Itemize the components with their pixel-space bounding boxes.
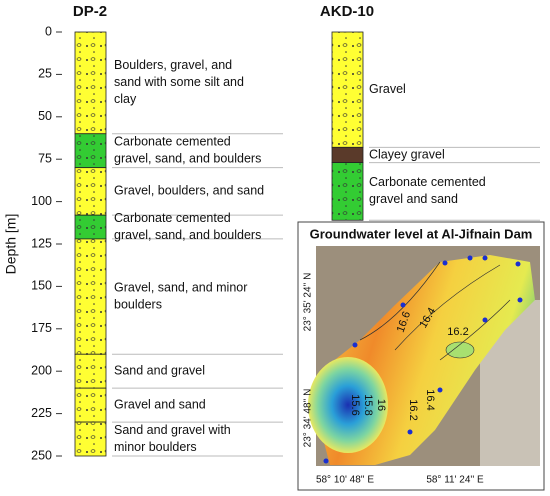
lon-label: 58° 10' 48'' E (316, 475, 374, 486)
map-title: Groundwater level at Al-Jifnain Dam (310, 226, 533, 241)
well (517, 297, 523, 303)
low-zone (308, 357, 388, 453)
layer-label: Sand and gravel with (114, 423, 231, 437)
layer-label: minor boulders (114, 440, 197, 454)
layer-texture (75, 238, 106, 355)
well (467, 255, 473, 261)
well (400, 302, 406, 308)
layer-label: Carbonate cemented (369, 175, 486, 189)
well (323, 458, 329, 464)
layer-label: gravel and sand (369, 192, 458, 206)
y-tick-label: 150 (31, 279, 52, 293)
layer-label: gravel, sand, and boulders (114, 228, 261, 242)
lat-label: 23° 34' 48'' N (303, 389, 314, 448)
lat-label: 23° 35' 24'' N (303, 273, 314, 332)
contour-label: 15.8 (362, 394, 374, 415)
akd10-title: AKD-10 (320, 3, 374, 20)
layer (331, 146, 364, 163)
layer-label: Gravel, boulders, and sand (114, 184, 264, 198)
y-tick-label: 75 (38, 151, 52, 165)
contour-label: 16 (375, 399, 387, 411)
layer-texture (75, 32, 106, 134)
layer-texture (75, 215, 106, 239)
well (352, 342, 358, 348)
layer-label: gravel, sand, and boulders (114, 152, 261, 166)
contour (359, 261, 511, 361)
well (482, 317, 488, 323)
layer-label: Gravel and sand (114, 397, 206, 411)
well (515, 261, 521, 267)
layer-label: Clayey gravel (369, 147, 445, 161)
well (482, 255, 488, 261)
layer-label: Boulders, gravel, and (114, 58, 232, 72)
layer-texture (75, 133, 106, 168)
contour-label: 16.2 (447, 326, 468, 338)
layer-label: Carbonate cemented (114, 211, 231, 225)
dp2-title: DP-2 (73, 3, 107, 20)
well (407, 429, 413, 435)
layer-texture (75, 422, 106, 456)
y-tick-label: 50 (38, 109, 52, 123)
y-tick-label: 175 (31, 321, 52, 335)
y-tick-label: 225 (31, 406, 52, 420)
layer-label: Sand and gravel (114, 363, 205, 377)
contour-label: 16.4 (424, 389, 436, 410)
layer-texture (75, 388, 106, 423)
layer-texture (75, 167, 106, 216)
y-tick-label: 25 (38, 67, 52, 81)
layer-label: boulders (114, 297, 162, 311)
lon-label: 58° 11' 24'' E (426, 475, 484, 486)
layer-texture (75, 354, 106, 389)
contour-label: 15.6 (349, 394, 361, 415)
wells (323, 255, 523, 464)
y-tick-label: 250 (31, 448, 52, 462)
y-tick-label: 200 (31, 363, 52, 377)
layer-texture (332, 162, 363, 221)
axis-label: Depth [m] (3, 214, 19, 275)
well (437, 387, 443, 393)
layer-label: Gravel, sand, and minor (114, 280, 247, 294)
contour-label: 16.2 (407, 399, 419, 420)
layer-texture (332, 32, 363, 148)
contour (445, 341, 475, 359)
y-tick-label: 125 (31, 236, 52, 250)
y-tick-label: 100 (31, 194, 52, 208)
well (442, 260, 448, 266)
y-tick-label: 0 (45, 24, 52, 38)
layer-label: Gravel (369, 82, 406, 96)
layer-label: sand with some silt and (114, 75, 244, 89)
layer-label: Carbonate cemented (114, 135, 231, 149)
layer-label: clay (114, 92, 137, 106)
